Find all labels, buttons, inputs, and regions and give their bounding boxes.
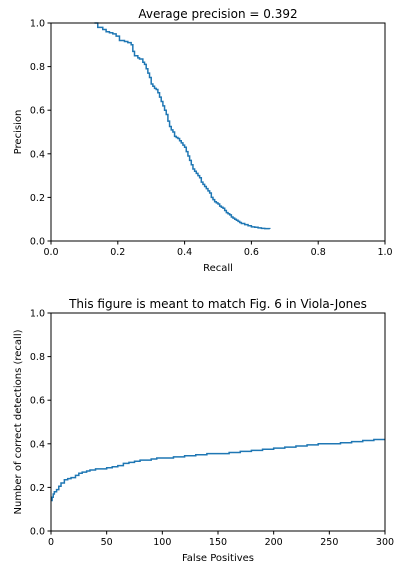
y-tick-label: 0.4 — [30, 439, 45, 450]
x-tick-label: 300 — [376, 537, 394, 548]
series-line — [51, 438, 385, 502]
precision-recall-chart: Average precision = 0.392 Recall Precisi… — [13, 7, 393, 274]
x-axis-label: False Positives — [182, 553, 254, 564]
plot-frame — [50, 22, 386, 242]
tick-group: 0 50 100 150 200 250 300 0.0 0.2 0.4 0.6 0.8 1.0 — [30, 309, 394, 549]
y-axis-label: Precision — [13, 110, 24, 155]
y-tick-label: 0.0 — [30, 237, 45, 248]
x-tick-label: 0.2 — [110, 247, 125, 258]
x-tick-label: 1.0 — [377, 247, 392, 258]
y-tick-label: 0.8 — [30, 62, 45, 73]
y-tick-label: 0.6 — [30, 396, 45, 407]
x-tick-label: 0 — [48, 537, 54, 548]
x-tick-label: 150 — [209, 537, 227, 548]
x-tick-label: 100 — [153, 537, 171, 548]
y-tick-label: 0.6 — [30, 106, 45, 117]
y-tick-label: 0.2 — [30, 193, 45, 204]
y-tick-label: 1.0 — [30, 309, 45, 320]
y-tick-label: 1.0 — [30, 19, 45, 30]
roc-chart: This figure is meant to match Fig. 6 in … — [13, 297, 394, 564]
chart-title: Average precision = 0.392 — [138, 7, 297, 21]
x-tick-label: 50 — [101, 537, 113, 548]
y-tick-label: 0.0 — [30, 527, 45, 538]
x-axis-label: Recall — [203, 263, 233, 274]
x-tick-label: 200 — [265, 537, 283, 548]
y-tick-label: 0.8 — [30, 352, 45, 363]
x-tick-label: 0.4 — [177, 247, 192, 258]
x-tick-label: 0.0 — [43, 247, 58, 258]
series-group — [94, 22, 271, 230]
y-tick-label: 0.4 — [30, 149, 45, 160]
plot-frame — [50, 312, 386, 532]
y-tick-label: 0.2 — [30, 483, 45, 494]
x-tick-label: 250 — [320, 537, 338, 548]
chart-title: This figure is meant to match Fig. 6 in … — [68, 297, 367, 311]
y-axis-label: Number of correct detections (recall) — [13, 329, 24, 514]
tick-group: 0.0 0.2 0.4 0.6 0.8 1.0 0.0 0.2 0.4 0.6 0.8 1.0 — [30, 19, 393, 259]
series-line — [94, 22, 271, 230]
x-tick-label: 0.8 — [311, 247, 326, 258]
x-tick-label: 0.6 — [244, 247, 259, 258]
series-group — [51, 438, 385, 502]
